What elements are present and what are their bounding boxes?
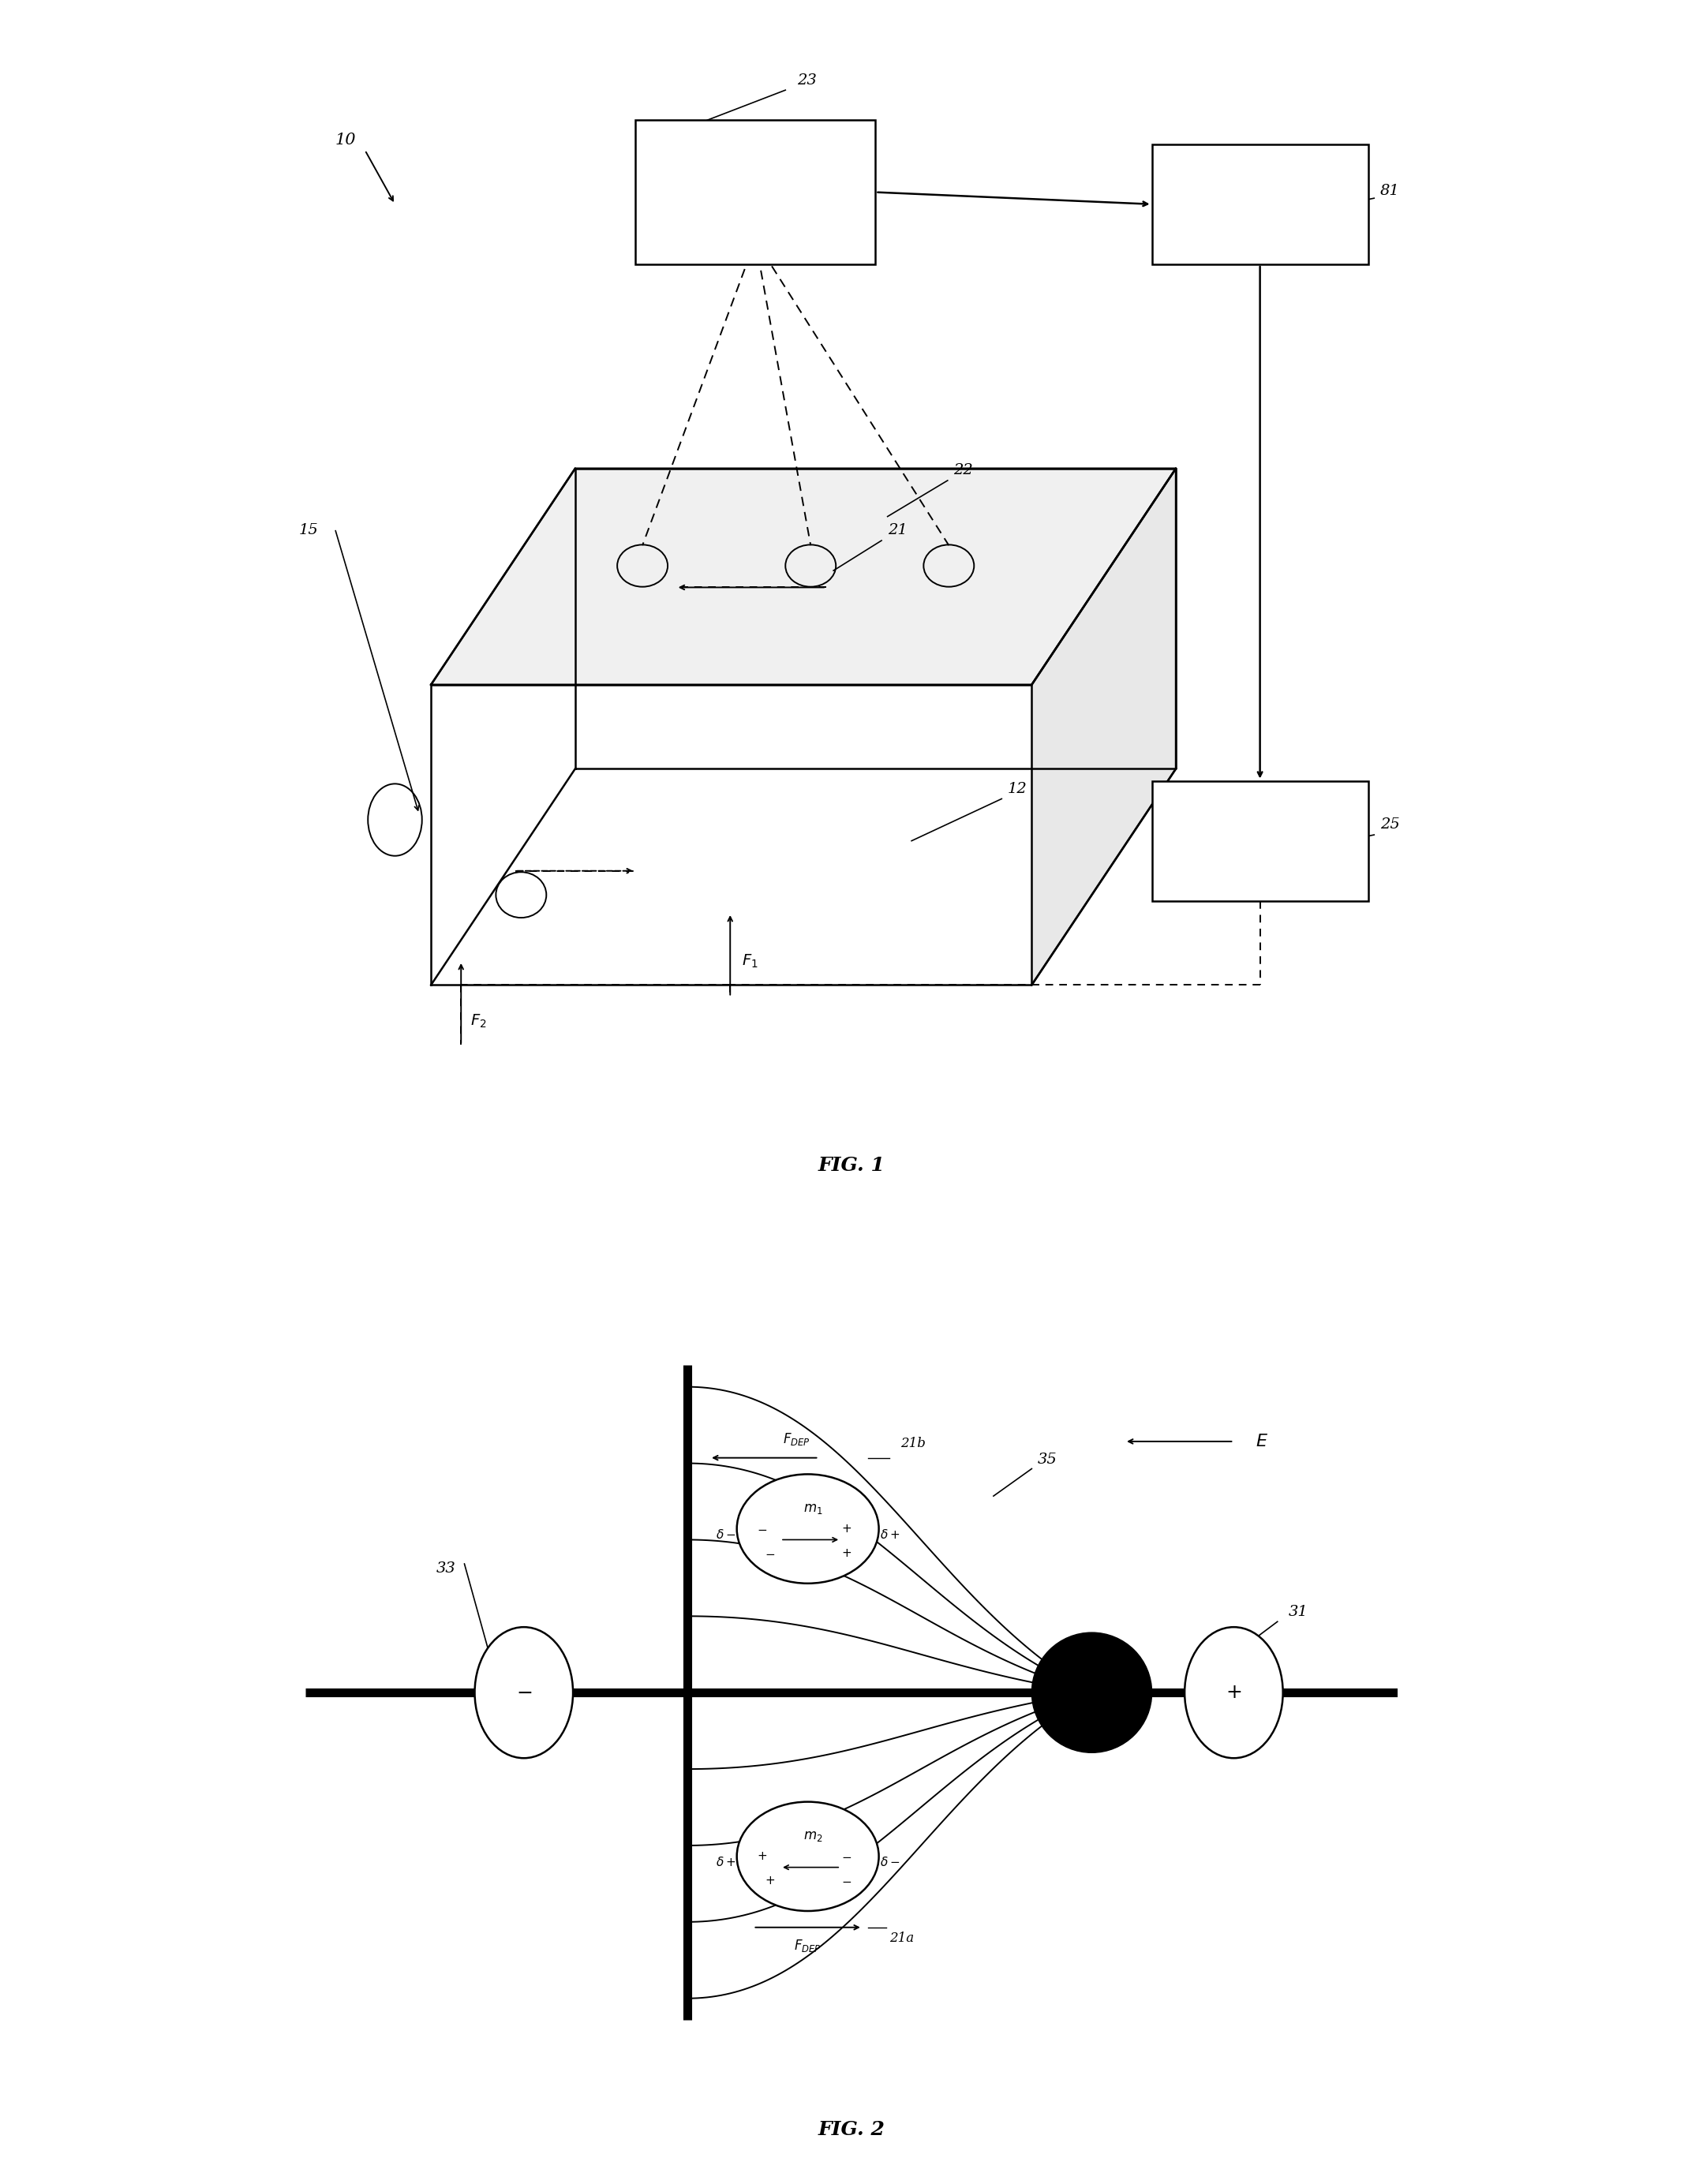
Text: 10: 10 <box>335 133 356 146</box>
Text: 15: 15 <box>298 524 318 537</box>
Text: $\delta-$: $\delta-$ <box>715 1529 736 1540</box>
Text: 22: 22 <box>954 463 972 478</box>
Text: 31: 31 <box>1289 1605 1308 1618</box>
FancyBboxPatch shape <box>1151 782 1368 900</box>
Text: $+$: $+$ <box>841 1546 852 1559</box>
Circle shape <box>1032 1634 1151 1752</box>
Text: $m_1$: $m_1$ <box>804 1503 823 1516</box>
Ellipse shape <box>737 1802 879 1911</box>
Text: 33: 33 <box>436 1562 456 1575</box>
Text: 21a: 21a <box>889 1931 915 1944</box>
Text: Controller: Controller <box>1216 197 1304 212</box>
Text: $\delta+$: $\delta+$ <box>880 1529 899 1540</box>
FancyBboxPatch shape <box>635 120 875 264</box>
Text: $\delta-$: $\delta-$ <box>880 1856 899 1867</box>
Text: $F_2$: $F_2$ <box>470 1013 487 1029</box>
Text: FIG. 1: FIG. 1 <box>817 1155 886 1175</box>
Text: $+$: $+$ <box>756 1850 766 1863</box>
Text: $-$: $-$ <box>841 1850 852 1863</box>
Text: FIG. 2: FIG. 2 <box>817 2121 886 2138</box>
Text: $F_{DEP}$: $F_{DEP}$ <box>783 1431 811 1448</box>
Text: $\delta+$: $\delta+$ <box>715 1856 736 1867</box>
Text: 35: 35 <box>1037 1452 1056 1465</box>
Text: $+$: $+$ <box>841 1522 852 1535</box>
Text: $E$: $E$ <box>1255 1433 1269 1450</box>
Polygon shape <box>1032 470 1175 985</box>
Text: $F_{DEP}$: $F_{DEP}$ <box>794 1937 821 1955</box>
Text: $+$: $+$ <box>1226 1684 1241 1701</box>
Text: $-$: $-$ <box>516 1684 531 1701</box>
Ellipse shape <box>475 1627 572 1758</box>
Ellipse shape <box>737 1474 879 1583</box>
Text: 25: 25 <box>1379 817 1400 832</box>
Text: Position
Sensor: Position Sensor <box>720 177 790 207</box>
Polygon shape <box>431 470 1175 686</box>
Text: $F_1$: $F_1$ <box>743 952 758 970</box>
Ellipse shape <box>1185 1627 1282 1758</box>
Text: 23: 23 <box>797 72 817 87</box>
Text: 21: 21 <box>887 524 908 537</box>
Text: 12: 12 <box>1008 782 1027 795</box>
Text: $+$: $+$ <box>765 1874 775 1887</box>
Text: $-$: $-$ <box>841 1874 852 1887</box>
Text: $-$: $-$ <box>756 1522 766 1535</box>
Text: Force
Generator: Force Generator <box>1216 826 1303 856</box>
Text: $m_2$: $m_2$ <box>804 1830 823 1843</box>
Text: 81: 81 <box>1379 183 1400 199</box>
Text: 21b: 21b <box>901 1437 926 1450</box>
FancyBboxPatch shape <box>1151 144 1368 264</box>
Text: $-$: $-$ <box>765 1546 775 1559</box>
